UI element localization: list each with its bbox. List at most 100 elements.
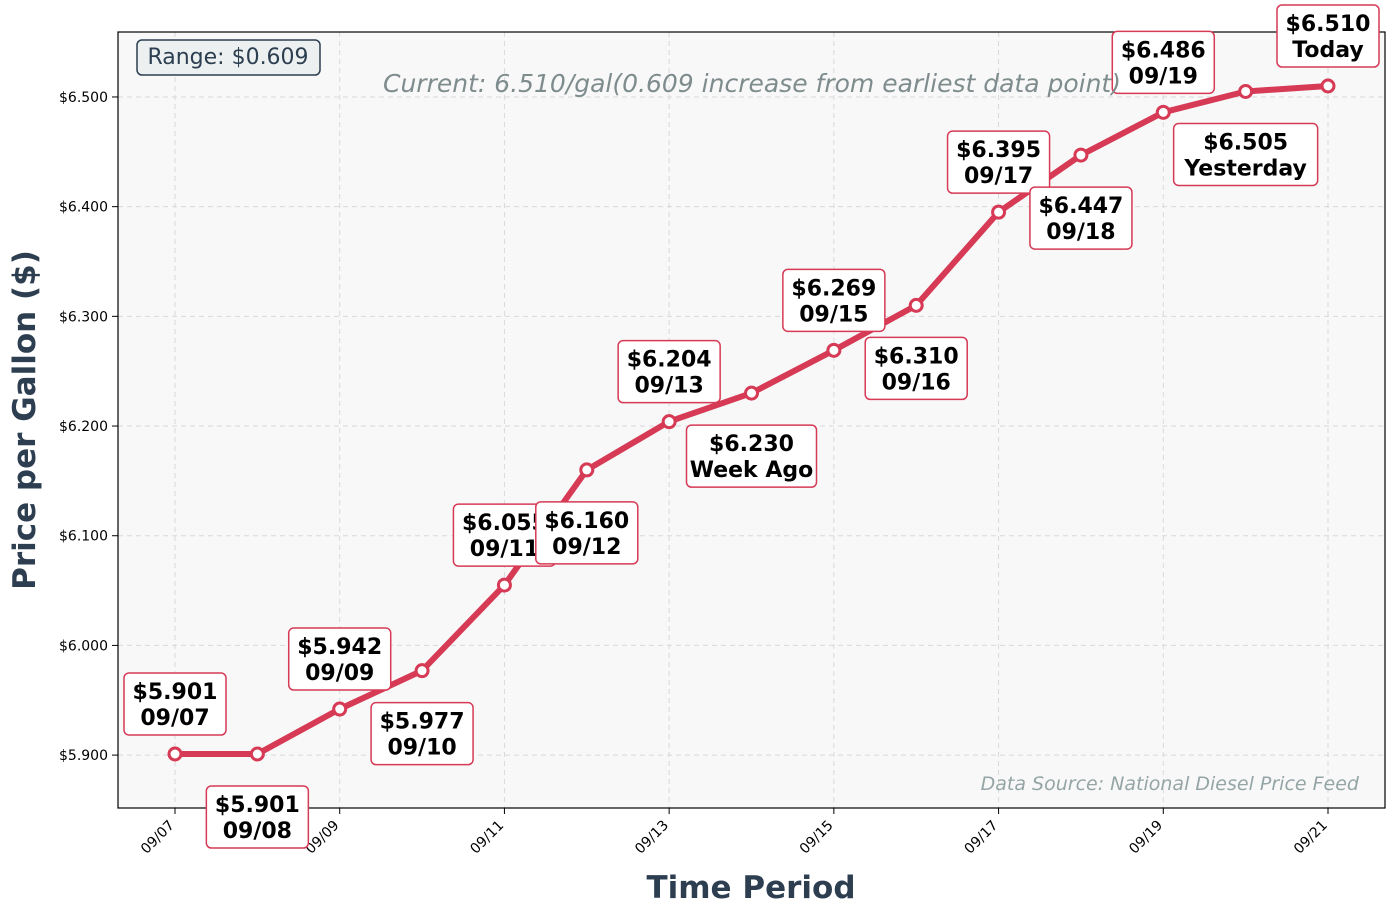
point-label-tag: 09/11 — [470, 537, 539, 562]
point-label-tag: Today — [1292, 38, 1363, 63]
x-tick-label: 09/11 — [467, 818, 507, 858]
x-axis: 09/07 09/09 09/11 09/13 09/15 09/17 09/19 09/21 — [138, 808, 1331, 857]
data-point — [496, 577, 512, 593]
point-label-price: $6.447 — [1038, 194, 1123, 219]
y-tick-label: $6.100 — [59, 529, 108, 545]
y-tick-label: $6.400 — [59, 200, 108, 216]
y-tick-label: $5.900 — [59, 748, 108, 764]
point-label-box — [287, 627, 392, 691]
data-point — [1238, 83, 1254, 99]
data-point — [661, 414, 677, 430]
point-label-price: $6.395 — [956, 138, 1041, 163]
range-box: Range: $0.609 — [136, 39, 321, 76]
point-label-box — [1029, 186, 1133, 250]
data-point — [249, 746, 265, 762]
y-axis: $5.900 $6.000 $6.100 $6.200 $6.300 $6.400 $6.5… — [59, 90, 118, 764]
y-tick-label: $6.000 — [59, 638, 108, 654]
y-tick-label: $6.300 — [59, 309, 108, 325]
point-label-box — [370, 701, 474, 766]
point-label-tag: 09/13 — [635, 374, 704, 399]
data-point — [744, 385, 759, 401]
point-label-price: $6.269 — [791, 276, 876, 301]
point-label-box — [1276, 4, 1380, 68]
data-point — [1155, 104, 1171, 120]
data-source-note: Data Source: National Diesel Price Feed — [981, 773, 1360, 795]
data-point — [826, 342, 842, 358]
point-label-tag: Yesterday — [1183, 156, 1306, 181]
point-label-price: $5.901 — [133, 680, 218, 705]
point-label-tag: 09/09 — [305, 661, 374, 686]
data-point — [167, 746, 183, 762]
y-tick-label: $6.500 — [59, 90, 108, 106]
point-label-tag: 09/18 — [1046, 220, 1115, 245]
plot-frame — [117, 31, 1386, 809]
data-points — [167, 78, 1336, 762]
x-tick-label: 09/07 — [138, 818, 178, 858]
point-label-box — [535, 501, 639, 565]
point-label-price: $5.901 — [215, 793, 300, 818]
point-label-tag: Week Ago — [690, 458, 814, 483]
point-label-tag: 09/07 — [140, 706, 209, 731]
point-label-price: $5.942 — [297, 635, 382, 660]
x-tick-label: 09/15 — [797, 818, 837, 858]
point-label-price: $6.310 — [874, 344, 959, 369]
point-label-box — [864, 336, 968, 401]
point-label-tag: 09/15 — [799, 302, 868, 327]
data-point — [579, 462, 595, 478]
point-label-tag: 09/12 — [552, 535, 621, 560]
x-tick-label: 09/21 — [1291, 818, 1331, 858]
point-label-price: $6.204 — [627, 348, 712, 373]
point-label-price: $6.230 — [709, 432, 794, 457]
point-label-tag: 09/17 — [964, 164, 1033, 189]
point-label-box — [617, 339, 721, 404]
point-label-box — [205, 785, 310, 849]
point-label-tag: 09/08 — [223, 819, 292, 844]
point-label-box — [685, 424, 818, 488]
y-tick-label: $6.200 — [59, 419, 108, 435]
x-tick-label: 09/17 — [962, 818, 1002, 858]
point-label-tag: 09/16 — [882, 370, 951, 395]
range-text: Range: $0.609 — [147, 45, 308, 70]
point-label-price: $6.486 — [1121, 38, 1206, 63]
data-point — [1073, 147, 1089, 163]
y-axis-title: Price per Gallon ($) — [7, 250, 43, 590]
x-tick-label: 09/19 — [1126, 818, 1166, 858]
point-label-price: $6.055 — [462, 511, 547, 536]
point-label-box — [1111, 30, 1216, 95]
point-label-tag: 09/10 — [387, 736, 456, 761]
point-label-box — [1172, 122, 1319, 187]
x-axis-title: Time Period — [646, 870, 855, 906]
point-labels: $5.90109/07$5.90109/08$5.94209/09$5.9770… — [123, 4, 1380, 849]
point-label-box — [123, 672, 227, 736]
data-point — [991, 204, 1007, 220]
data-point — [414, 663, 430, 679]
point-label-price: $5.977 — [380, 710, 465, 735]
current-price-annotation: Current: 6.510/gal(0.609 increase from e… — [383, 69, 1121, 98]
point-label-price: $6.505 — [1203, 130, 1288, 155]
point-label-price: $6.510 — [1286, 12, 1371, 37]
data-point — [1320, 78, 1336, 94]
data-point — [908, 297, 924, 313]
point-label-box — [782, 268, 886, 333]
point-label-box — [946, 130, 1051, 194]
point-label-tag: 09/19 — [1129, 64, 1198, 89]
data-point — [332, 701, 348, 717]
point-label-price: $6.160 — [544, 509, 629, 534]
x-tick-label: 09/13 — [632, 818, 672, 858]
